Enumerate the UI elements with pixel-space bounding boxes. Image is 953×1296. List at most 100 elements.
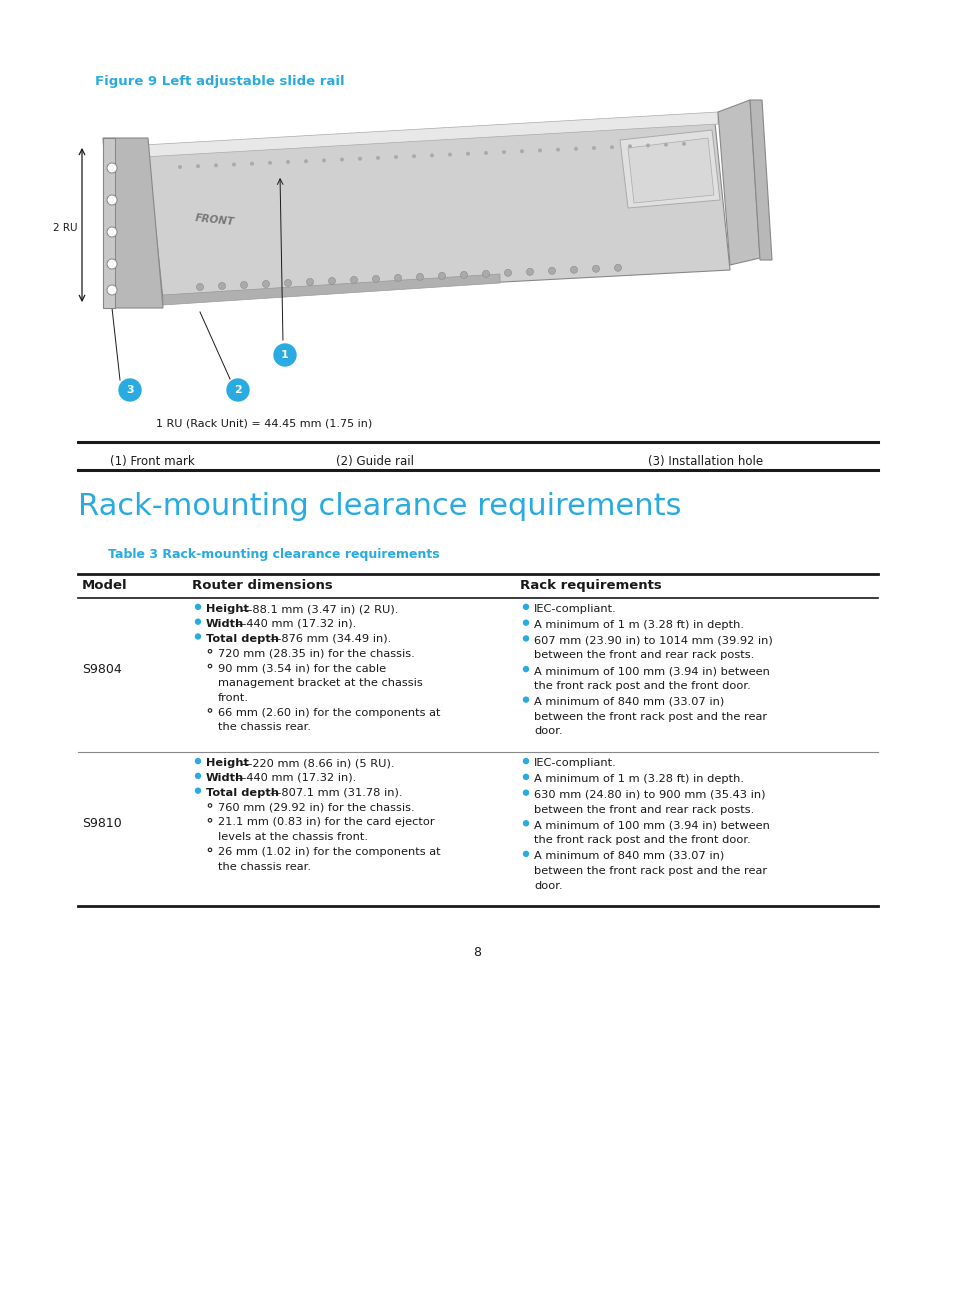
Circle shape bbox=[213, 163, 218, 167]
Text: levels at the chassis front.: levels at the chassis front. bbox=[218, 832, 368, 842]
Circle shape bbox=[460, 271, 467, 279]
Text: 1: 1 bbox=[281, 350, 289, 360]
Circle shape bbox=[232, 162, 235, 166]
Text: 720 mm (28.35 in) for the chassis.: 720 mm (28.35 in) for the chassis. bbox=[218, 648, 415, 658]
Text: Width: Width bbox=[206, 772, 244, 783]
Circle shape bbox=[304, 159, 308, 163]
Text: Rack requirements: Rack requirements bbox=[519, 579, 661, 592]
Text: the front rack post and the front door.: the front rack post and the front door. bbox=[534, 835, 750, 845]
Text: between the front rack post and the rear: between the front rack post and the rear bbox=[534, 712, 766, 722]
Circle shape bbox=[592, 146, 596, 150]
Text: —88.1 mm (3.47 in) (2 RU).: —88.1 mm (3.47 in) (2 RU). bbox=[240, 604, 397, 614]
Circle shape bbox=[107, 285, 117, 295]
Circle shape bbox=[395, 275, 401, 281]
Text: door.: door. bbox=[534, 726, 562, 736]
Text: Router dimensions: Router dimensions bbox=[192, 579, 333, 592]
Text: A minimum of 100 mm (3.94 in) between: A minimum of 100 mm (3.94 in) between bbox=[534, 820, 769, 831]
Text: Height: Height bbox=[206, 758, 249, 769]
Circle shape bbox=[339, 158, 344, 162]
Text: A minimum of 1 m (3.28 ft) in depth.: A minimum of 1 m (3.28 ft) in depth. bbox=[534, 619, 743, 630]
Circle shape bbox=[350, 276, 357, 284]
Text: IEC-compliant.: IEC-compliant. bbox=[534, 758, 616, 769]
Circle shape bbox=[195, 619, 200, 625]
Circle shape bbox=[663, 143, 667, 146]
Text: Figure 9 Left adjustable slide rail: Figure 9 Left adjustable slide rail bbox=[95, 75, 344, 88]
Circle shape bbox=[523, 636, 528, 642]
Circle shape bbox=[609, 145, 614, 149]
Text: A minimum of 840 mm (33.07 in): A minimum of 840 mm (33.07 in) bbox=[534, 697, 723, 706]
Circle shape bbox=[523, 820, 528, 826]
Text: the front rack post and the front door.: the front rack post and the front door. bbox=[534, 680, 750, 691]
Circle shape bbox=[195, 165, 200, 168]
Polygon shape bbox=[718, 100, 760, 264]
Circle shape bbox=[412, 154, 416, 158]
Circle shape bbox=[262, 280, 269, 288]
Circle shape bbox=[523, 851, 528, 857]
Polygon shape bbox=[627, 137, 713, 203]
Circle shape bbox=[501, 150, 505, 154]
Text: A minimum of 840 mm (33.07 in): A minimum of 840 mm (33.07 in) bbox=[534, 851, 723, 861]
Circle shape bbox=[208, 709, 212, 713]
Circle shape bbox=[306, 279, 314, 285]
Circle shape bbox=[570, 266, 577, 273]
Text: 3: 3 bbox=[126, 385, 133, 395]
Polygon shape bbox=[749, 100, 771, 260]
Text: between the front and rear rack posts.: between the front and rear rack posts. bbox=[534, 651, 754, 661]
Text: 90 mm (3.54 in) for the cable: 90 mm (3.54 in) for the cable bbox=[218, 664, 386, 673]
Text: Total depth: Total depth bbox=[206, 788, 278, 798]
Text: —807.1 mm (31.78 in).: —807.1 mm (31.78 in). bbox=[270, 788, 402, 798]
Text: Height: Height bbox=[206, 604, 249, 614]
Polygon shape bbox=[148, 123, 729, 299]
Circle shape bbox=[548, 267, 555, 275]
Text: 21.1 mm (0.83 in) for the card ejector: 21.1 mm (0.83 in) for the card ejector bbox=[218, 818, 435, 827]
Circle shape bbox=[195, 774, 200, 779]
Text: Table 3 Rack-mounting clearance requirements: Table 3 Rack-mounting clearance requirem… bbox=[108, 548, 439, 561]
Circle shape bbox=[519, 149, 523, 153]
Circle shape bbox=[274, 343, 295, 365]
Polygon shape bbox=[619, 130, 720, 207]
Circle shape bbox=[448, 153, 452, 157]
Circle shape bbox=[537, 149, 541, 153]
Text: 2 RU: 2 RU bbox=[53, 223, 78, 233]
Circle shape bbox=[107, 259, 117, 270]
Text: —220 mm (8.66 in) (5 RU).: —220 mm (8.66 in) (5 RU). bbox=[240, 758, 394, 769]
Text: 1 RU (Rack Unit) = 44.45 mm (1.75 in): 1 RU (Rack Unit) = 44.45 mm (1.75 in) bbox=[155, 419, 372, 428]
Text: 66 mm (2.60 in) for the components at: 66 mm (2.60 in) for the components at bbox=[218, 708, 440, 718]
Text: Rack-mounting clearance requirements: Rack-mounting clearance requirements bbox=[78, 492, 680, 521]
Circle shape bbox=[645, 144, 649, 148]
Circle shape bbox=[195, 758, 200, 763]
Circle shape bbox=[218, 283, 225, 289]
Circle shape bbox=[523, 775, 528, 779]
Circle shape bbox=[592, 266, 598, 272]
Text: (1) Front mark: (1) Front mark bbox=[110, 455, 194, 468]
Circle shape bbox=[523, 666, 528, 671]
Circle shape bbox=[107, 194, 117, 205]
Circle shape bbox=[178, 165, 182, 168]
Text: door.: door. bbox=[534, 880, 562, 890]
Circle shape bbox=[208, 649, 212, 653]
Circle shape bbox=[328, 277, 335, 284]
Circle shape bbox=[438, 272, 445, 280]
Circle shape bbox=[250, 162, 253, 166]
Circle shape bbox=[523, 621, 528, 625]
Circle shape bbox=[107, 227, 117, 237]
Circle shape bbox=[208, 804, 212, 807]
Circle shape bbox=[574, 146, 578, 150]
Text: between the front rack post and the rear: between the front rack post and the rear bbox=[534, 866, 766, 876]
Circle shape bbox=[526, 268, 533, 275]
Circle shape bbox=[227, 378, 249, 400]
Circle shape bbox=[322, 158, 326, 162]
Circle shape bbox=[416, 273, 423, 280]
Text: 8: 8 bbox=[473, 946, 480, 959]
Circle shape bbox=[483, 150, 488, 156]
Text: —876 mm (34.49 in).: —876 mm (34.49 in). bbox=[270, 634, 391, 644]
Circle shape bbox=[357, 157, 361, 161]
Circle shape bbox=[523, 791, 528, 796]
Text: —440 mm (17.32 in).: —440 mm (17.32 in). bbox=[234, 618, 355, 629]
Polygon shape bbox=[103, 137, 163, 308]
Polygon shape bbox=[163, 273, 499, 305]
Text: (2) Guide rail: (2) Guide rail bbox=[335, 455, 414, 468]
Circle shape bbox=[523, 604, 528, 609]
Circle shape bbox=[430, 153, 434, 157]
Circle shape bbox=[107, 163, 117, 172]
